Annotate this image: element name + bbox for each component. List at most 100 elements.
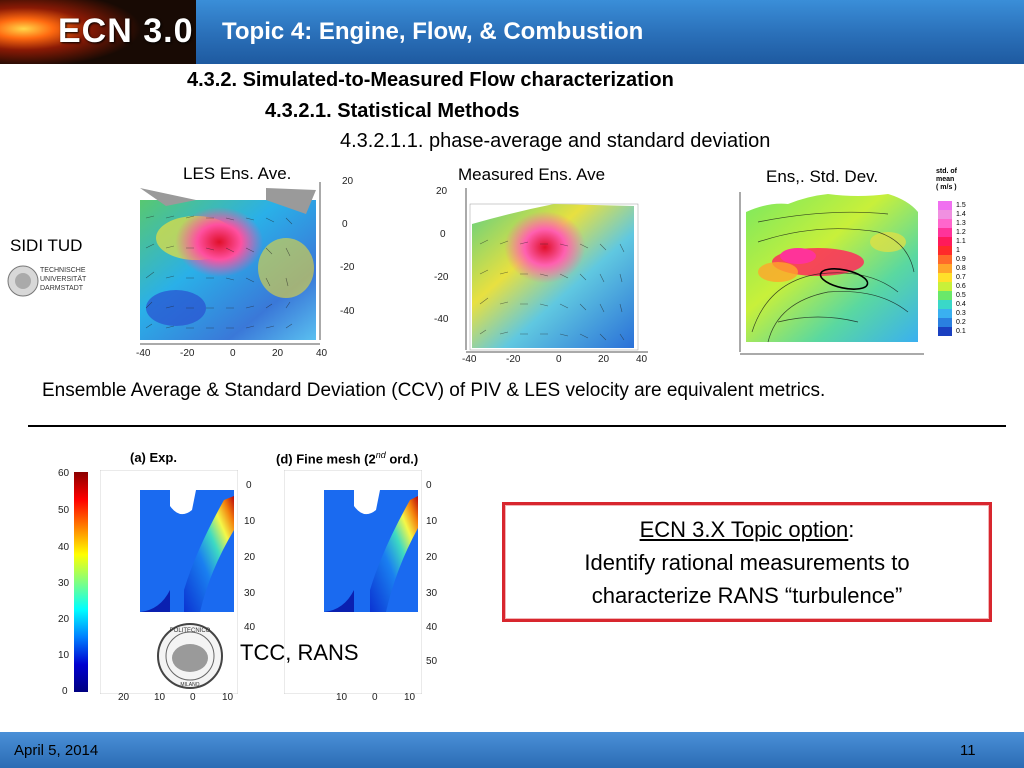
std-legend-swatch xyxy=(938,318,952,327)
colorbar-tick: 40 xyxy=(58,542,70,553)
left-xtick: 0 xyxy=(190,692,196,703)
left-xtick: 10 xyxy=(154,692,166,703)
option-line1: ECN 3.X Topic option: xyxy=(505,513,989,546)
politecnico-milano-seal: POLITECNICO MILANO xyxy=(150,620,230,692)
ecn-logo xyxy=(0,0,196,64)
velocity-colorbar xyxy=(74,472,88,692)
colorbar-tick: 20 xyxy=(58,614,70,625)
heading-level3: 4.3.2.1.1. phase-average and standard de… xyxy=(340,130,771,152)
std-legend-row: 1.2 xyxy=(938,228,978,237)
option-title: ECN 3.X Topic option xyxy=(639,517,849,542)
option-title-colon: : xyxy=(848,517,855,542)
les-ytick: 20 xyxy=(342,176,354,187)
depth-tick: 30 xyxy=(426,588,438,599)
std-legend-row: 0.6 xyxy=(938,282,978,291)
std-legend-value: 0.1 xyxy=(956,328,966,335)
std-legend-swatch xyxy=(938,219,952,228)
tud-logo-line1: TECHNISCHE xyxy=(40,267,86,274)
logo-text: ECN 3.0 xyxy=(58,12,194,50)
right-xtick: 0 xyxy=(372,692,378,703)
std-legend-value: 1.2 xyxy=(956,229,966,236)
colorbar-tick: 60 xyxy=(58,468,70,479)
std-legend-swatch xyxy=(938,291,952,300)
std-legend-row: 1.1 xyxy=(938,237,978,246)
heading-level1: 4.3.2. Simulated-to-Measured Flow charac… xyxy=(187,69,674,91)
std-legend-value: 0.4 xyxy=(956,301,966,308)
std-legend-row: 0.7 xyxy=(938,273,978,282)
std-legend-swatch xyxy=(938,255,952,264)
std-legend-row: 1.4 xyxy=(938,210,978,219)
fine-mesh-plot-label: (d) Fine mesh (2nd ord.) xyxy=(276,450,418,466)
std-legend-title-line: ( m/s ) xyxy=(936,184,957,191)
std-legend-row: 1.5 xyxy=(938,201,978,210)
std-legend-value: 0.8 xyxy=(956,265,966,272)
std-legend-title-line: mean xyxy=(936,176,955,183)
colorbar-tick: 30 xyxy=(58,578,70,589)
right-xtick: 10 xyxy=(336,692,348,703)
std-legend-swatch xyxy=(938,327,952,336)
std-legend-row: 0.1 xyxy=(938,327,978,336)
section-divider xyxy=(28,425,1006,427)
std-legend-value: 0.9 xyxy=(956,256,966,263)
std-legend-row: 1.3 xyxy=(938,219,978,228)
depth-tick: 30 xyxy=(244,588,256,599)
std-legend-value: 1.5 xyxy=(956,202,966,209)
depth-tick: 20 xyxy=(426,552,438,563)
depth-tick: 20 xyxy=(244,552,256,563)
std-legend-title-line: std. of xyxy=(936,168,957,175)
meas-xtick: 20 xyxy=(598,354,610,365)
std-deviation-plot xyxy=(739,192,924,355)
option-line3: characterize RANS “turbulence” xyxy=(591,583,903,608)
meas-ytick: -20 xyxy=(434,272,449,283)
std-legend-value: 1 xyxy=(956,247,960,254)
std-legend-swatch xyxy=(938,201,952,210)
std-legend-value: 0.2 xyxy=(956,319,966,326)
std-legend-swatch xyxy=(938,210,952,219)
std-legend-row: 0.9 xyxy=(938,255,978,264)
std-panel-label: Ens,. Std. Dev. xyxy=(766,167,879,186)
fine-mesh-label-sup: nd xyxy=(375,450,386,460)
std-legend-swatch xyxy=(938,264,952,273)
std-legend-value: 0.3 xyxy=(956,310,966,317)
depth-tick: 10 xyxy=(426,516,438,527)
std-legend-row: 0.4 xyxy=(938,300,978,309)
svg-text:MILANO: MILANO xyxy=(180,682,199,688)
std-legend-swatch xyxy=(938,246,952,255)
meas-ytick: 20 xyxy=(436,186,448,197)
depth-tick: 40 xyxy=(426,622,438,633)
colorbar-tick: 0 xyxy=(62,686,68,697)
std-legend-swatch xyxy=(938,309,952,318)
les-ytick: 0 xyxy=(342,219,348,230)
std-legend-row: 0.3 xyxy=(938,309,978,318)
std-legend-row: 0.8 xyxy=(938,264,978,273)
les-ensemble-average-plot xyxy=(140,182,321,345)
footer-date: April 5, 2014 xyxy=(14,742,99,759)
les-panel-label: LES Ens. Ave. xyxy=(183,164,292,183)
std-legend-row: 1 xyxy=(938,246,978,255)
meas-ytick: 0 xyxy=(440,229,446,240)
std-legend-row: 0.5 xyxy=(938,291,978,300)
les-xtick: 0 xyxy=(230,348,236,359)
page-number: 11 xyxy=(960,742,976,759)
tud-logo: TECHNISCHE UNIVERSITÄT DARMSTADT xyxy=(6,264,102,300)
tud-logo-line3: DARMSTADT xyxy=(40,285,84,292)
fine-mesh-label-tail: ord.) xyxy=(385,451,419,467)
std-legend-title: std. of mean ( m/s ) xyxy=(936,168,957,192)
right-xtick: 10 xyxy=(404,692,416,703)
tcc-rans-label: TCC, RANS xyxy=(240,640,359,665)
std-legend-row: 0.2 xyxy=(938,318,978,327)
std-legend-value: 0.7 xyxy=(956,274,966,281)
les-ytick: -20 xyxy=(340,262,355,273)
depth-tick: 0 xyxy=(246,480,252,491)
logo-burst-image xyxy=(0,0,196,64)
depth-tick: 50 xyxy=(426,656,438,667)
fine-mesh-jet-plot xyxy=(284,470,422,694)
std-colorbar: 1.5 1.4 1.3 1.2 1.1 1 0.9 0.8 0.7 0.6 0.5 0.4 0.3 0.2… xyxy=(938,201,978,336)
std-legend-value: 1.1 xyxy=(956,238,966,245)
std-legend-value: 0.6 xyxy=(956,283,966,290)
std-legend-value: 0.5 xyxy=(956,292,966,299)
measured-ensemble-average-plot xyxy=(465,188,648,353)
std-legend-swatch xyxy=(938,228,952,237)
meas-xtick: 40 xyxy=(636,354,648,365)
meas-xtick: -20 xyxy=(506,354,521,365)
